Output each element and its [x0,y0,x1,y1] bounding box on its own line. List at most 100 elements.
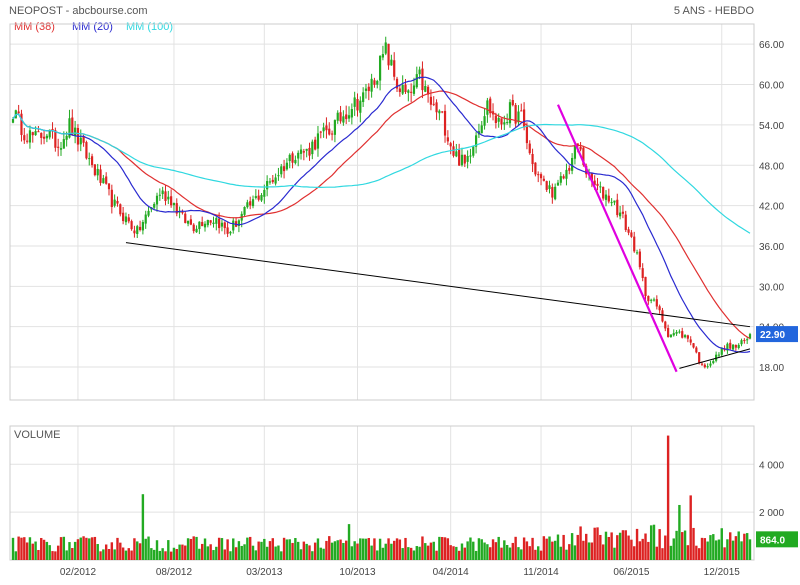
candle-body [316,133,320,149]
candle-body [469,155,472,157]
candle-body [170,196,173,206]
volume-bar [494,542,498,560]
candle-body [297,152,300,159]
candle-body [607,195,610,202]
volume-bar [220,538,224,560]
volume-bar [296,541,300,560]
volume-bar [164,551,167,560]
candle-body [153,203,156,208]
volume-bar [328,536,331,560]
candle-body [404,84,407,93]
candle-body [195,228,198,233]
volume-bar [59,537,63,560]
volume-bar [491,539,495,560]
volume-bar [565,549,568,560]
candle-body [88,158,91,160]
candle-body [675,332,678,334]
volume-bar [661,548,664,560]
candle-body [737,344,740,349]
price-tick-label: 60.00 [759,81,784,92]
volume-bar [514,536,517,560]
date-tick-label: 06/2015 [613,567,650,578]
candle-body [729,342,732,349]
candle-body [26,140,29,142]
candle-body [613,200,616,203]
candle-body [113,199,116,206]
candle-body [517,111,520,123]
candle-body [362,92,365,103]
candle-body [441,111,444,113]
candle-body [579,146,582,150]
candle-body [545,181,548,190]
candle-body [82,136,85,143]
volume-bar [655,546,659,560]
candle-body [393,60,396,77]
candle-body [333,120,337,135]
candle-body [446,137,449,142]
candle-body [669,334,673,337]
candle-body [689,339,692,343]
candle-body [596,183,599,186]
volume-bar [633,546,636,560]
volume-bar [178,544,181,560]
volume-bar [607,536,611,560]
volume-bar [51,551,54,560]
candle-body [418,69,421,75]
volume-bar [265,546,269,560]
volume-bar [305,543,308,560]
volume-bar [254,550,258,560]
candle-body [254,196,257,198]
volume-bar [624,530,627,560]
candle-body [683,335,687,338]
candle-body [483,116,486,126]
volume-bar [373,538,376,560]
volume-bar [198,548,201,560]
candle-body [20,113,23,135]
volume-bar [627,535,630,560]
candle-body [325,125,328,131]
candle-body [556,182,560,186]
candle-body [489,98,492,114]
volume-bar [71,548,74,560]
candle-body [686,335,689,339]
volume-bar [48,545,51,560]
volume-bar [237,541,241,560]
candle-body [339,112,342,122]
candle-body [158,194,161,196]
volume-bar [573,545,577,560]
candle-body [655,299,658,307]
candle-body [299,149,303,154]
volume-bar [520,549,523,560]
volume-bar [133,538,136,560]
candle-body [62,139,65,149]
volume-bar [277,545,280,560]
candle-body [435,102,438,113]
candle-body [192,224,195,232]
volume-bar [517,547,520,560]
candle-body [378,55,382,81]
volume-bar [248,536,252,560]
candle-body [573,145,577,159]
volume-bar [387,538,390,560]
volume-bar [181,544,184,560]
date-tick-label: 08/2012 [156,567,193,578]
volume-bar [740,541,743,560]
volume-bar [232,538,235,560]
volume-bar [20,537,23,560]
volume-bar [601,544,605,560]
candle-body [260,195,263,201]
candle-body [562,176,565,179]
volume-bar [438,536,441,560]
volume-bar [68,542,71,560]
volume-bar [353,541,356,560]
volume-bar [407,547,410,560]
grid-lines [10,24,754,560]
volume-bar [209,544,212,560]
candle-body [500,118,503,125]
volume-bar [635,528,639,560]
volume-bar [542,536,546,560]
volume-bar [299,549,303,560]
candle-body [161,190,164,195]
candle-body [17,111,20,114]
candle-body [593,180,596,186]
